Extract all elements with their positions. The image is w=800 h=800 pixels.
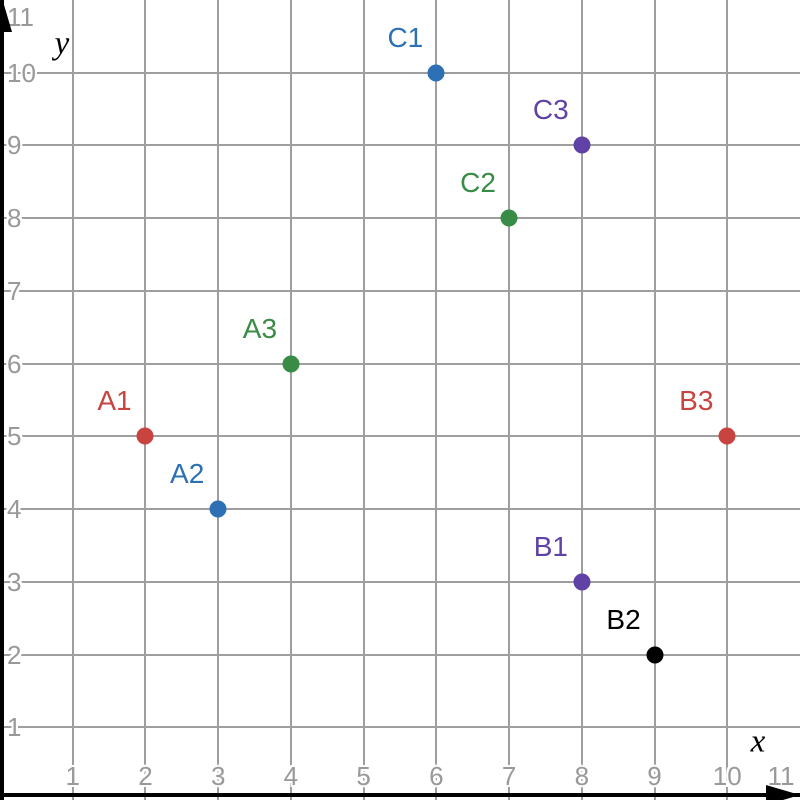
y-tick-label: 3 [7,566,22,597]
x-axis-line [0,793,800,797]
y-tick-label: 10 [7,57,36,88]
y-gridline [0,362,800,365]
y-gridline [0,580,800,583]
x-gridline [71,0,74,800]
x-gridline [144,0,147,800]
y-gridline [0,508,800,511]
x-gridline [435,0,438,800]
point-label-A2: A2 [170,458,205,490]
point-label-C1: C1 [387,21,424,53]
x-tick-label: 6 [429,761,444,791]
x-tick-label: 7 [501,761,517,791]
y-tick-label: 8 [7,203,22,234]
x-axis-arrow-icon [766,785,800,800]
y-tick-label: 1 [7,712,22,743]
data-point-A3 [282,355,300,373]
point-label-B1: B1 [533,530,568,562]
y-tick-label: 2 [7,639,22,670]
point-label-B2: B2 [606,603,641,635]
data-point-A2 [209,500,227,518]
y-gridline [0,653,800,656]
point-label-A3: A3 [242,312,278,344]
x-tick-label: 10 [712,761,742,791]
x-tick-label: 5 [356,761,371,791]
x-tick-label: 2 [138,761,153,791]
data-point-A1 [136,427,154,445]
x-gridline [580,0,583,800]
y-tick-label: 5 [7,421,22,452]
y-gridline [0,144,800,147]
y-axis-line [0,0,4,800]
point-label-C3: C3 [532,94,569,126]
x-tick-label: 3 [210,761,226,791]
y-gridline [0,289,800,292]
data-point-C2 [500,209,518,227]
y-tick-label: 6 [7,348,22,379]
y-tick-label: 4 [7,494,22,525]
y-tick-label: 9 [7,130,22,161]
y-gridline [0,71,800,74]
point-label-C2: C2 [460,167,496,199]
data-point-B1 [573,573,591,591]
x-gridline [653,0,656,800]
point-label-B3: B3 [679,385,714,417]
x-gridline [289,0,292,800]
y-axis-arrow-icon [0,0,12,32]
point-label-A1: A1 [97,385,132,417]
x-tick-label: 11 [767,761,795,791]
y-tick-label: 7 [7,275,22,306]
x-tick-label: 8 [574,761,590,791]
x-gridline [362,0,365,800]
x-tick-label: 1 [65,761,80,791]
x-gridline [217,0,220,800]
x-gridline [726,0,729,800]
y-axis-label: y [54,25,70,62]
y-gridline [0,217,800,220]
y-gridline [0,726,800,729]
y-gridline [0,435,800,438]
data-point-B2 [646,646,664,664]
x-gridline [508,0,511,800]
x-tick-label: 9 [647,761,662,791]
x-tick-label: 4 [283,761,299,791]
data-point-C3 [573,136,591,154]
data-point-C1 [427,64,445,82]
data-point-B3 [718,427,736,445]
x-axis-label: x [750,723,766,760]
